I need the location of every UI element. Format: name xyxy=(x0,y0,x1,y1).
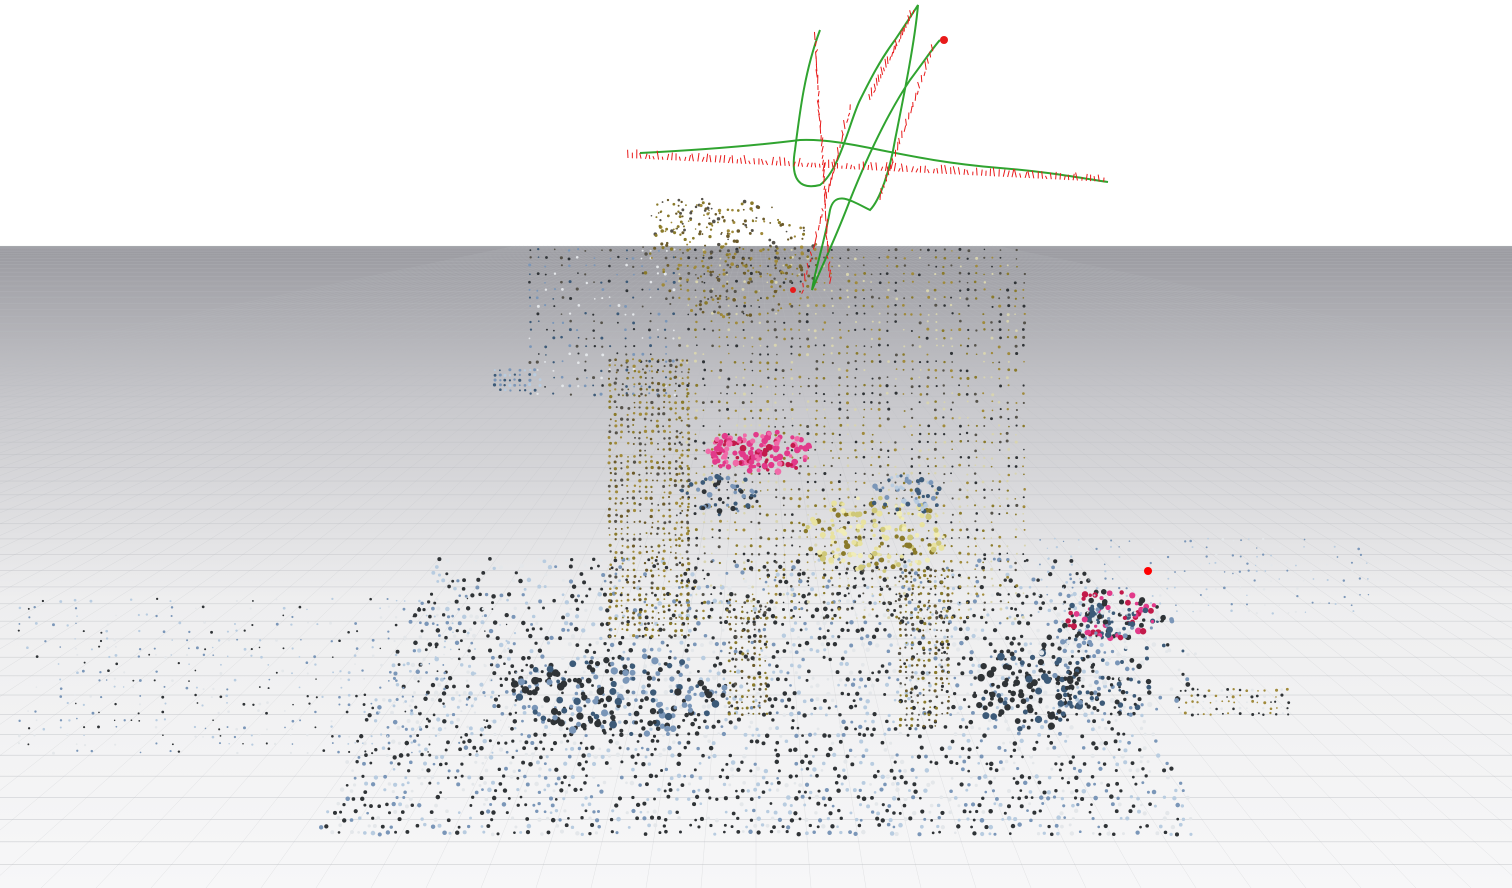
ground-plane xyxy=(0,246,1512,888)
ground-grid xyxy=(0,245,1512,888)
point-cloud xyxy=(17,197,1370,837)
sky-background xyxy=(0,0,1512,246)
reference-trajectory-markers xyxy=(627,9,1105,294)
current-camera-marker xyxy=(1144,567,1152,575)
estimated-trajectory xyxy=(639,4,1109,291)
camera-trajectory xyxy=(627,4,1109,294)
